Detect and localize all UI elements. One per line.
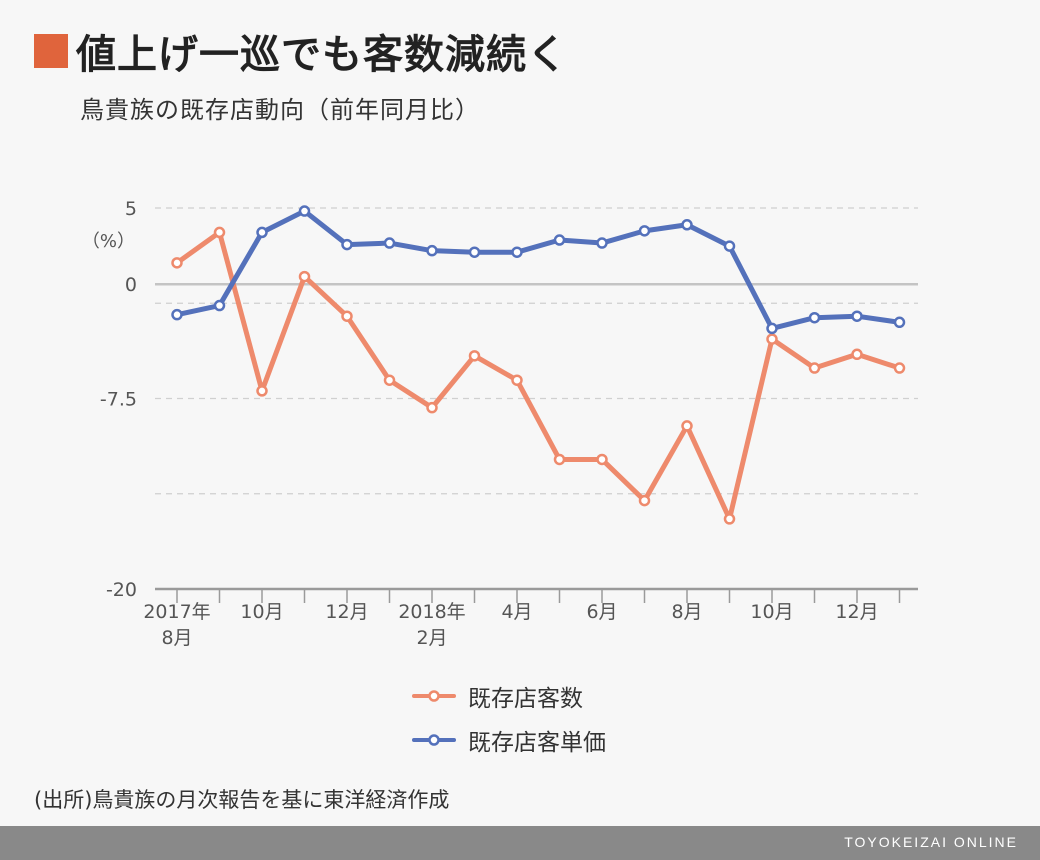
y-tick-label: -7.5 [100,389,137,411]
data-point-1 [341,238,353,251]
title-marker [34,34,68,68]
data-point-0 [723,513,736,525]
data-point-0 [638,494,651,507]
source-note: (出所)鳥貴族の月次報告を基に東洋経済作成 [34,788,450,812]
x-tick-label: 4月 [501,601,532,623]
x-tick-label: 12月 [325,601,368,623]
data-point-1 [383,237,396,249]
data-point-0 [681,420,693,432]
data-point-1 [468,246,481,258]
x-tick-label: 6月 [586,601,617,623]
x-tick-label: 8月 [161,627,192,649]
data-point-0 [893,362,906,374]
x-tick-label: 8月 [671,601,702,623]
data-point-0 [298,270,311,283]
data-point-0 [341,310,353,322]
data-point-1 [171,308,183,321]
series-line-0 [174,229,902,522]
x-tick-label: 2017年 [143,601,210,623]
page-title: 値上げ一巡でも客数減続く [76,32,568,78]
legend: 既存店客数 既存店客単価 [412,674,606,762]
x-tick-label: 10月 [240,601,283,623]
legend-swatch-customers [412,690,456,702]
line-chart: 5 0 -7.5 -20 （%） 2017年 8月 10月 12月 2018年 2月 4月 6月 8月 10… [82,198,918,649]
data-point-1 [213,299,226,312]
data-point-1 [808,311,821,324]
x-tick-label: 10月 [750,601,793,623]
legend-swatch-unit-price [412,734,456,746]
data-point-1 [766,322,778,335]
footer-bar: TOYOKEIZAI ONLINE [0,826,1040,860]
data-point-1 [638,225,651,237]
data-point-0 [766,333,778,345]
data-point-0 [171,257,183,269]
series-line-1 [174,208,902,331]
chart-subtitle: 鳥貴族の既存店動向（前年同月比） [80,96,480,124]
y-unit-label: （%） [82,231,135,252]
x-tick-label: 12月 [835,601,878,623]
x-tick-label: 2018年 [398,601,465,623]
data-point-1 [596,237,608,249]
y-tick-label: 5 [125,198,137,220]
data-point-1 [426,244,438,257]
data-point-1 [681,219,693,231]
data-point-0 [808,362,821,374]
y-tick-label: -20 [106,579,137,601]
legend-item-customers: 既存店客数 [412,674,606,718]
legend-item-unit-price: 既存店客単価 [412,718,606,762]
data-point-1 [298,205,311,217]
data-point-1 [723,240,736,252]
data-point-0 [468,350,481,362]
footer-brand: TOYOKEIZAI ONLINE [844,834,1018,850]
data-point-0 [256,385,268,397]
data-point-0 [596,453,608,466]
x-tick-label: 2月 [416,627,447,649]
data-point-0 [553,453,566,466]
data-point-1 [893,316,906,329]
data-point-0 [426,401,438,414]
data-point-0 [383,374,396,386]
legend-label-unit-price: 既存店客単価 [468,730,606,756]
data-point-1 [553,234,566,246]
legend-label-customers: 既存店客数 [468,686,583,712]
data-point-1 [511,246,523,258]
data-point-1 [256,226,268,239]
data-point-0 [851,348,863,361]
data-point-0 [213,226,226,239]
data-point-1 [851,310,863,322]
y-tick-label: 0 [125,274,137,296]
title-block: 値上げ一巡でも客数減続く [34,22,568,80]
data-point-0 [511,374,523,386]
